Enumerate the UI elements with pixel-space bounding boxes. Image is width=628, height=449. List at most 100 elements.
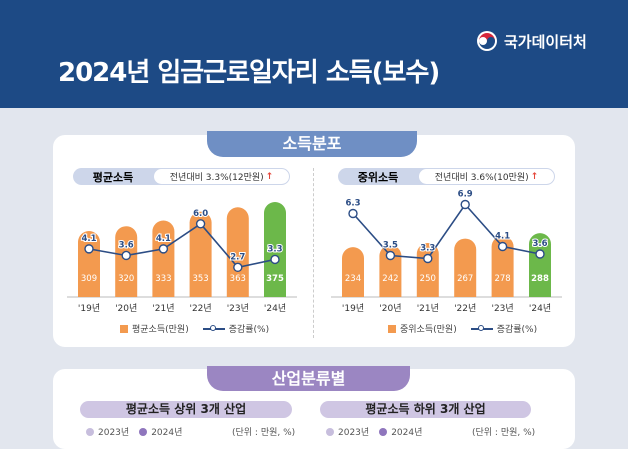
x-tick-label: '20년 xyxy=(379,303,401,314)
mean-income-change: 전년대비 3.3%(12만원) xyxy=(169,173,264,183)
growth-point xyxy=(84,244,94,254)
section-tab-income-distribution: 소득분포 xyxy=(207,131,417,157)
legend-line-label: 증감률(%) xyxy=(228,325,270,335)
x-tick-label: '22년 xyxy=(189,303,211,314)
growth-value-label: 4.1 xyxy=(81,234,96,244)
top3-legend: 2023년 2024년 xyxy=(86,425,182,438)
growth-value-label: 6.0 xyxy=(193,209,208,219)
growth-value-label: 3.3 xyxy=(267,244,282,254)
legend-2024: 2024년 xyxy=(391,428,423,438)
x-tick-label: '20년 xyxy=(115,303,137,314)
bar xyxy=(152,220,175,297)
mean-income-label: 평균소득 xyxy=(92,170,134,184)
divider xyxy=(313,168,314,338)
growth-point xyxy=(385,250,396,261)
header: 2024년 임금근로일자리 소득(보수) 국가데이터처 xyxy=(0,0,628,108)
legend-bar-label: 평균소득(만원) xyxy=(132,325,189,335)
top3-unit: (단위 : 만원, %) xyxy=(232,428,296,438)
taegeuk-logo-icon xyxy=(477,31,497,51)
x-tick-label: '21년 xyxy=(417,303,439,314)
legend-2024: 2024년 xyxy=(151,428,183,438)
bar xyxy=(379,245,402,297)
bar xyxy=(78,231,100,297)
line-legend-swatch xyxy=(470,324,493,331)
logo-text: 국가데이터처 xyxy=(504,32,587,51)
growth-point xyxy=(423,253,433,264)
growth-point xyxy=(460,199,470,210)
median-income-label: 중위소득 xyxy=(357,170,399,184)
growth-point xyxy=(535,249,545,259)
bar xyxy=(189,211,212,297)
x-tick-label: '24년 xyxy=(264,303,286,314)
bar-value-label: 333 xyxy=(155,274,171,284)
growth-point xyxy=(497,241,508,252)
growth-value-label: 3.5 xyxy=(383,241,398,251)
legend-bar-label: 중위소득(만원) xyxy=(400,325,457,335)
bar-value-label: 278 xyxy=(494,274,510,284)
growth-value-label: 3.6 xyxy=(119,240,134,250)
income-charts: 309 '19년 320 '20년 333 '21년 353 '22년 363 '23년 375 '2… xyxy=(67,189,562,314)
growth-point xyxy=(270,254,280,265)
bottom3-industry-title: 평균소득 하위 3개 산업 xyxy=(320,401,531,418)
growth-value-label: 3.6 xyxy=(532,239,547,249)
bottom3-unit: (단위 : 만원, %) xyxy=(472,428,536,438)
growth-value-label: 4.1 xyxy=(495,232,510,242)
x-tick-label: '23년 xyxy=(227,303,249,314)
arrow-up-icon: ↑ xyxy=(530,171,539,182)
legend-median: 중위소득(만원) 증감률(%) xyxy=(388,322,537,335)
bar xyxy=(115,226,138,297)
median-income-change: 전년대비 3.6%(10만원) xyxy=(434,173,529,183)
bar-value-label: 242 xyxy=(382,274,398,284)
bar xyxy=(226,207,249,297)
growth-point xyxy=(348,208,358,219)
growth-point xyxy=(158,244,169,254)
growth-value-label: 6.3 xyxy=(345,199,360,209)
bar-legend-swatch xyxy=(120,324,128,333)
x-tick-label: '19년 xyxy=(78,303,100,314)
bar-value-label: 250 xyxy=(420,274,436,284)
growth-line xyxy=(88,222,276,269)
arrow-up-icon: ↑ xyxy=(265,171,274,182)
bar-value-label: 353 xyxy=(192,274,208,284)
x-tick-label: '21년 xyxy=(152,303,174,314)
mean-income-pill: 평균소득 전년대비 3.3%(12만원) ↑ xyxy=(73,168,290,185)
bar-value-label: 375 xyxy=(266,274,284,284)
bar-value-label: 267 xyxy=(457,274,473,284)
x-tick-label: '23년 xyxy=(491,303,513,314)
legend-mean: 평균소득(만원) 증감률(%) xyxy=(120,322,269,335)
bar xyxy=(342,247,364,297)
bar xyxy=(416,243,439,297)
growth-line xyxy=(352,203,541,260)
logo: 국가데이터처 xyxy=(476,30,587,52)
legend-2023: 2023년 xyxy=(98,428,130,438)
legend-2023: 2023년 xyxy=(338,428,370,438)
x-tick-label: '22년 xyxy=(454,303,476,314)
bar-value-label: 320 xyxy=(118,274,134,284)
legend-dot-2024 xyxy=(379,427,388,436)
bar xyxy=(454,238,477,297)
bar-value-label: 288 xyxy=(531,274,549,284)
line-legend-swatch xyxy=(202,324,225,331)
bar xyxy=(264,202,286,297)
legend-dot-2023 xyxy=(86,427,94,436)
legend-dot-2023 xyxy=(326,427,334,436)
growth-value-label: 6.9 xyxy=(458,190,473,200)
median-income-pill: 중위소득 전년대비 3.6%(10만원) ↑ xyxy=(338,168,555,185)
section-tab-industry: 산업분류별 xyxy=(207,366,410,391)
legend-line-label: 증감률(%) xyxy=(496,325,538,335)
bar-value-label: 234 xyxy=(345,274,361,284)
bottom3-legend: 2023년 2024년 xyxy=(326,425,422,438)
growth-point xyxy=(195,219,206,229)
page-title: 2024년 임금근로일자리 소득(보수) xyxy=(58,58,440,88)
bar-value-label: 309 xyxy=(81,274,97,284)
x-tick-label: '24년 xyxy=(529,303,551,314)
bar-legend-swatch xyxy=(388,324,396,333)
growth-point xyxy=(233,262,243,273)
growth-value-label: 2.7 xyxy=(230,252,245,262)
bar xyxy=(529,233,551,297)
growth-value-label: 4.1 xyxy=(156,234,171,244)
top3-industry-title: 평균소득 상위 3개 산업 xyxy=(80,401,292,418)
growth-value-label: 3.3 xyxy=(420,244,435,254)
x-tick-label: '19년 xyxy=(342,303,364,314)
growth-point xyxy=(121,250,131,261)
